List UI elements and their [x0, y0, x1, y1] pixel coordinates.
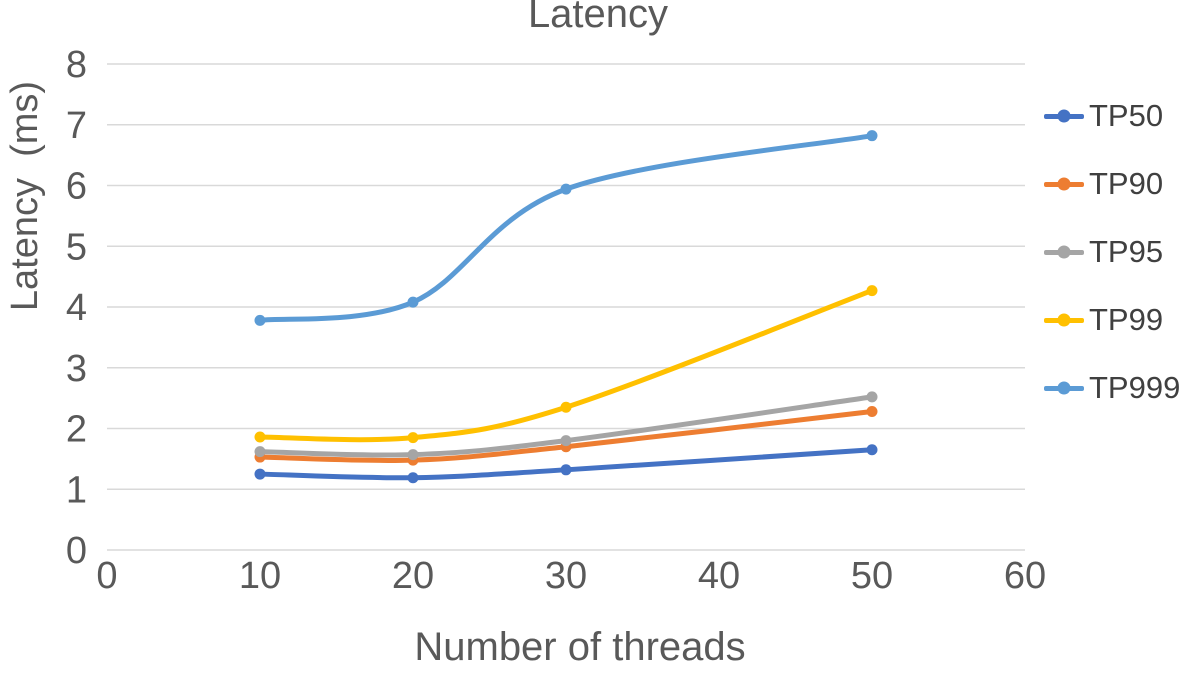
x-tick-label: 50 — [851, 555, 893, 597]
data-point-tp50[interactable] — [866, 444, 878, 456]
data-point-tp99[interactable] — [407, 432, 419, 444]
legend-label: TP50 — [1089, 98, 1164, 133]
legend-item-tp50[interactable]: TP50 — [1044, 82, 1180, 150]
y-tick-label: 5 — [66, 226, 87, 268]
x-tick-label: 30 — [545, 555, 587, 597]
x-tick-label: 0 — [96, 555, 117, 597]
y-tick-label: 8 — [66, 44, 87, 86]
legend-label: TP99 — [1089, 302, 1164, 337]
legend-item-tp99[interactable]: TP99 — [1044, 286, 1180, 354]
legend-item-tp90[interactable]: TP90 — [1044, 150, 1180, 218]
x-tick-label: 10 — [239, 555, 281, 597]
data-point-tp50[interactable] — [407, 472, 419, 484]
legend-dot-icon — [1057, 313, 1071, 327]
series-line-tp95[interactable] — [257, 394, 875, 458]
data-point-tp999[interactable] — [407, 296, 419, 308]
data-point-tp99[interactable] — [866, 285, 878, 297]
legend-dot-icon — [1057, 109, 1071, 123]
y-axis-title: Latency (ms) — [4, 80, 46, 312]
legend-line-marker-icon — [1044, 245, 1084, 259]
legend-line-marker-icon — [1044, 381, 1084, 395]
chart-title: Latency — [527, 0, 669, 36]
y-tick-label: 0 — [66, 530, 87, 572]
x-tick-label: 20 — [392, 555, 434, 597]
series-line-tp50[interactable] — [257, 447, 875, 481]
legend-line-marker-icon — [1044, 109, 1084, 123]
legend: TP50 TP90 TP95 TP99 TP999 — [1044, 82, 1180, 422]
legend-item-tp95[interactable]: TP95 — [1044, 218, 1180, 286]
series-line-tp99[interactable] — [257, 288, 875, 443]
legend-line-marker-icon — [1044, 177, 1084, 191]
y-tick-label: 4 — [66, 287, 87, 329]
legend-dot-icon — [1057, 381, 1071, 395]
data-point-tp50[interactable] — [254, 468, 266, 480]
series-line-tp90[interactable] — [257, 408, 875, 463]
data-point-tp999[interactable] — [866, 130, 878, 142]
data-point-tp999[interactable] — [560, 183, 572, 195]
data-point-tp95[interactable] — [866, 391, 878, 403]
y-tick-label: 7 — [66, 105, 87, 147]
x-tick-label: 40 — [698, 555, 740, 597]
data-point-tp99[interactable] — [560, 401, 572, 413]
y-tick-label: 2 — [66, 409, 87, 451]
legend-dot-icon — [1057, 177, 1071, 191]
data-point-tp95[interactable] — [254, 446, 266, 458]
data-point-tp50[interactable] — [560, 464, 572, 476]
data-point-tp90[interactable] — [866, 405, 878, 417]
legend-dot-icon — [1057, 245, 1071, 259]
legend-label: TP95 — [1089, 234, 1164, 269]
y-tick-label: 6 — [66, 166, 87, 208]
x-axis-title: Number of threads — [414, 625, 746, 669]
y-tick-label: 3 — [66, 348, 87, 390]
x-tick-label: 60 — [1004, 555, 1046, 597]
legend-label: TP999 — [1089, 370, 1181, 405]
legend-item-tp999[interactable]: TP999 — [1044, 354, 1180, 422]
legend-label: TP90 — [1089, 166, 1164, 201]
data-point-tp99[interactable] — [254, 431, 266, 443]
legend-line-marker-icon — [1044, 313, 1084, 327]
data-point-tp95[interactable] — [407, 449, 419, 461]
data-point-tp999[interactable] — [254, 314, 266, 326]
data-point-tp95[interactable] — [560, 435, 572, 447]
y-tick-label: 1 — [66, 469, 87, 511]
series-line-tp999[interactable] — [257, 133, 875, 323]
